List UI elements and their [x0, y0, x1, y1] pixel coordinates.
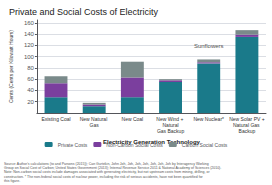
svg-text:20: 20: [27, 99, 34, 105]
svg-text:New Coal: New Coal: [122, 116, 144, 122]
svg-text:Gas: Gas: [90, 122, 100, 128]
svg-text:Gas Backup: Gas Backup: [157, 128, 184, 134]
svg-text:construction. * The non-federa: construction. * The non-federal social c…: [4, 175, 204, 179]
svg-text:80: 80: [27, 65, 34, 71]
svg-text:40: 40: [27, 87, 34, 93]
svg-text:Note: Non-carbon social costs: Note: Non-carbon social costs include da…: [4, 170, 211, 175]
svg-text:Sunflowers: Sunflowers: [194, 43, 224, 49]
svg-text:New Wind +: New Wind +: [156, 116, 185, 122]
svg-text:Cents (Cents per Kilowatt Hour: Cents (Cents per Kilowatt Hours): [8, 30, 14, 103]
svg-text:100: 100: [24, 54, 35, 60]
svg-text:140: 140: [24, 31, 35, 37]
svg-text:Carbon Social Costs: Carbon Social Costs: [182, 142, 228, 148]
svg-text:60: 60: [27, 76, 34, 82]
svg-text:Existing Coal: Existing Coal: [41, 116, 70, 122]
svg-text:Natural: Natural: [162, 122, 179, 128]
svg-text:160: 160: [24, 20, 35, 26]
svg-text:New Natural: New Natural: [79, 116, 109, 122]
svg-text:120: 120: [24, 42, 35, 48]
svg-text:Natural Gas: Natural Gas: [232, 122, 261, 128]
svg-text:Backup: Backup: [239, 128, 256, 134]
svg-text:Private Costs: Private Costs: [58, 142, 88, 148]
svg-text:Non-Carbon Social Costs: Non-Carbon Social Costs: [106, 142, 163, 148]
svg-text:this figure.: this figure.: [4, 179, 20, 183]
svg-text:Private and Social Costs of El: Private and Social Costs of Electricity: [9, 7, 159, 17]
svg-text:New Solar PV +: New Solar PV +: [229, 116, 265, 122]
svg-text:Group on Social Cost of Carbon: Group on Social Cost of Carbon; United S…: [4, 165, 222, 170]
svg-text:Source: Author's calculations: Source: Author's calculations (to and Pa…: [4, 161, 210, 166]
svg-text:New Nuclear*: New Nuclear*: [193, 116, 224, 122]
